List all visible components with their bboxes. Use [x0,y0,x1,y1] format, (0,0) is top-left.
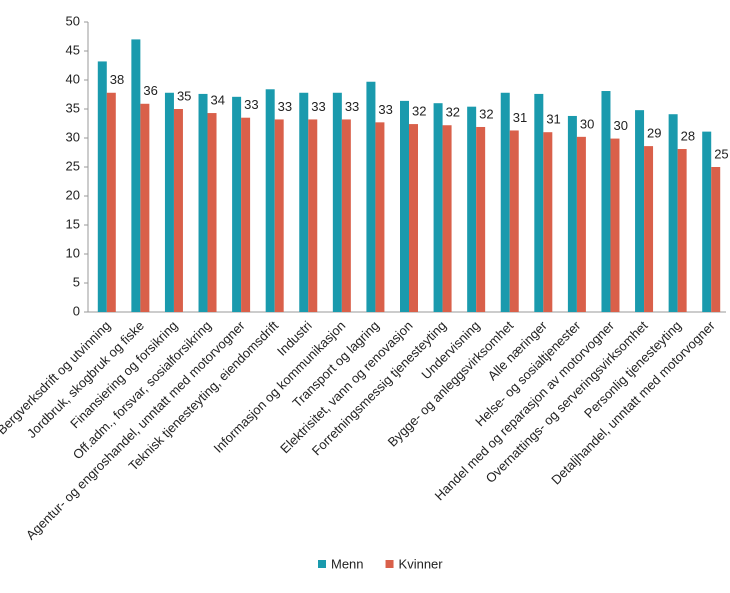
legend-label: Menn [331,556,364,571]
bar [341,119,351,312]
data-label: 25 [714,146,728,161]
bar [500,92,510,312]
y-tick-label: 50 [66,13,80,28]
bar [299,92,309,312]
y-tick-label: 45 [66,42,80,57]
bar [442,125,452,313]
y-tick-label: 25 [66,158,80,173]
data-label: 31 [546,112,560,127]
data-label: 36 [143,83,157,98]
bar [543,132,553,312]
legend-label: Kvinner [399,556,444,571]
bar [567,115,577,313]
bar [576,136,586,312]
data-label: 32 [412,104,426,119]
bar [164,92,174,312]
bar [308,119,318,312]
legend-swatch [318,560,326,568]
bar [106,92,116,312]
bar [467,106,477,313]
data-label: 33 [244,97,258,112]
bar [232,96,242,312]
bar [677,149,687,312]
data-label: 29 [647,126,661,141]
data-label: 33 [378,102,392,117]
y-tick-label: 10 [66,245,80,260]
bar [375,122,385,312]
data-label: 33 [278,99,292,114]
bar [207,113,217,312]
bar [400,100,409,312]
bar [173,109,183,312]
bar [711,167,721,312]
y-tick-label: 5 [73,274,80,289]
bar [97,61,107,312]
bar [198,93,208,312]
bar [265,89,275,312]
bar [476,126,486,312]
bar [241,117,251,312]
y-tick-label: 40 [66,71,80,86]
bar [668,114,678,312]
data-label: 32 [479,106,493,121]
y-tick-label: 35 [66,100,80,115]
bar [140,103,150,312]
data-label: 28 [681,128,695,143]
data-label: 38 [110,72,124,87]
data-label: 35 [177,88,191,103]
bar [433,103,443,312]
bar [409,124,418,312]
legend-swatch [385,560,394,568]
y-tick-label: 30 [66,129,80,144]
bar [644,146,654,312]
bar [610,138,620,312]
bar [601,91,611,313]
bar [332,92,342,312]
bar [366,81,376,313]
data-label: 33 [345,99,359,114]
data-label: 30 [580,116,594,131]
data-label: 31 [513,110,527,125]
bar [702,131,712,312]
bar [509,130,519,312]
data-label: 32 [446,105,460,120]
y-tick-label: 0 [73,303,80,318]
bar [534,93,544,312]
data-label: 33 [311,99,325,114]
data-label: 34 [211,92,225,107]
y-tick-label: 20 [66,187,80,202]
bar [274,119,284,312]
bar [131,39,141,313]
y-tick-label: 15 [66,216,80,231]
bar [635,110,645,312]
data-label: 30 [613,118,627,133]
